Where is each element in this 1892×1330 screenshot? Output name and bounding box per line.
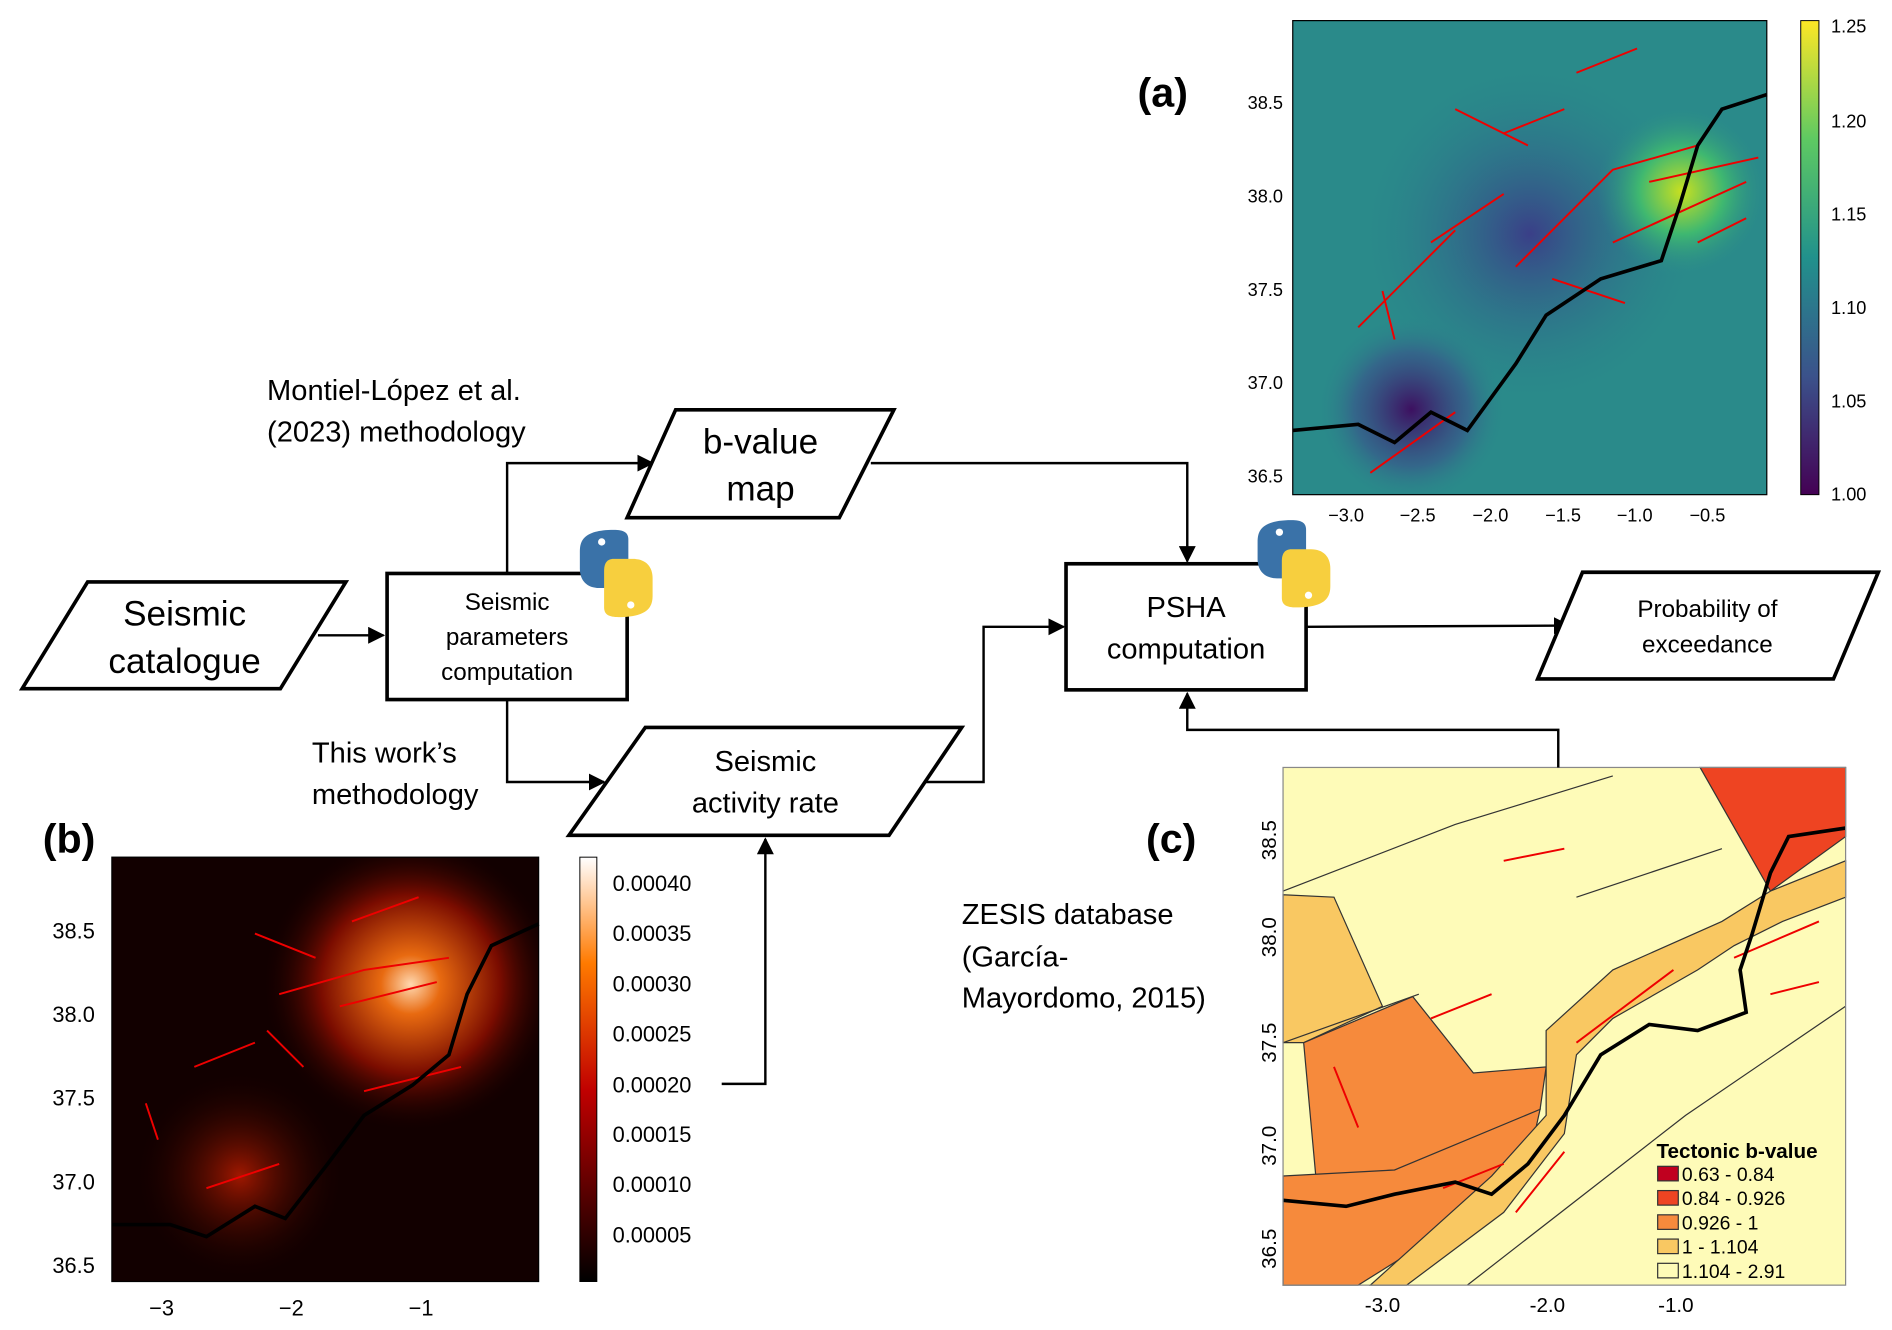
svg-text:0.00025: 0.00025 xyxy=(613,1021,692,1046)
svg-text:methodology: methodology xyxy=(312,779,479,811)
svg-text:−1.5: −1.5 xyxy=(1545,505,1581,525)
svg-text:-1.0: -1.0 xyxy=(1658,1294,1694,1317)
svg-text:ZESIS database: ZESIS database xyxy=(962,899,1174,931)
svg-text:−2.5: −2.5 xyxy=(1400,505,1436,525)
annotation-montiel: Montiel-López et al. (2023) methodology xyxy=(267,375,526,448)
legend-swatch xyxy=(1657,1189,1679,1206)
svg-text:37.5: 37.5 xyxy=(1258,1023,1281,1063)
svg-text:-2.0: -2.0 xyxy=(1530,1294,1566,1317)
svg-text:This work’s: This work’s xyxy=(312,738,457,770)
svg-text:Seismic: Seismic xyxy=(714,746,816,778)
svg-text:0.00030: 0.00030 xyxy=(613,972,692,997)
svg-text:38.0: 38.0 xyxy=(52,1002,94,1027)
panel-a-xticks: −3.0 −2.5 −2.0 −1.5 −1.0 −0.5 xyxy=(1328,505,1725,525)
node-seismic-activity-rate: Seismic activity rate xyxy=(565,725,966,838)
svg-text:computation: computation xyxy=(1107,633,1265,665)
svg-text:0.00020: 0.00020 xyxy=(613,1072,692,1097)
legend-label: 0.63 - 0.84 xyxy=(1682,1164,1775,1186)
svg-text:1.20: 1.20 xyxy=(1831,111,1866,131)
legend-swatch xyxy=(1657,1262,1679,1279)
legend-swatch xyxy=(1657,1165,1679,1182)
svg-text:0.00005: 0.00005 xyxy=(613,1223,692,1248)
svg-text:Montiel-López et al.: Montiel-López et al. xyxy=(267,375,521,407)
legend-swatch xyxy=(1657,1238,1679,1255)
svg-text:38.5: 38.5 xyxy=(1248,93,1283,113)
svg-text:Probability of: Probability of xyxy=(1637,596,1777,623)
svg-text:−2: −2 xyxy=(279,1295,304,1320)
svg-text:catalogue: catalogue xyxy=(108,642,260,681)
panel-b-colorbar xyxy=(579,856,598,1282)
legend-label: 0.926 - 1 xyxy=(1682,1212,1758,1234)
legend-label: 1.104 - 2.91 xyxy=(1682,1261,1785,1283)
svg-text:exceedance: exceedance xyxy=(1642,631,1773,658)
panel-c-label: (c) xyxy=(1146,815,1196,861)
svg-text:−0.5: −0.5 xyxy=(1689,505,1725,525)
svg-text:0.00015: 0.00015 xyxy=(613,1122,692,1147)
svg-text:38.5: 38.5 xyxy=(52,918,94,943)
panel-a-bvalue-map: −3.0 −2.5 −2.0 −1.5 −1.0 −0.5 38.5 38.0 … xyxy=(1138,17,1867,526)
svg-text:−2.0: −2.0 xyxy=(1472,505,1508,525)
connectors xyxy=(317,454,1571,1086)
svg-text:37.5: 37.5 xyxy=(52,1086,94,1111)
svg-text:computation: computation xyxy=(441,659,573,686)
svg-text:parameters: parameters xyxy=(446,624,569,651)
svg-text:map: map xyxy=(726,470,794,509)
panel-c-zesis-map: Tectonic b-value 0.63 - 0.840.84 - 0.926… xyxy=(1146,766,1847,1317)
panel-a-colorbar xyxy=(1800,20,1820,496)
svg-text:−1.0: −1.0 xyxy=(1617,505,1653,525)
svg-text:(García-: (García- xyxy=(962,941,1069,973)
svg-text:PSHA: PSHA xyxy=(1146,592,1226,624)
svg-text:0.00035: 0.00035 xyxy=(613,921,692,946)
panel-a-yticks: 38.5 38.0 37.5 37.0 36.5 xyxy=(1248,93,1283,486)
svg-text:Mayordomo, 2015): Mayordomo, 2015) xyxy=(962,983,1206,1015)
annotation-zesis: ZESIS database (García- Mayordomo, 2015) xyxy=(962,899,1206,1015)
svg-text:0.00040: 0.00040 xyxy=(613,871,692,896)
svg-text:37.0: 37.0 xyxy=(52,1169,94,1194)
svg-text:Seismic: Seismic xyxy=(465,589,550,616)
svg-text:38.0: 38.0 xyxy=(1248,186,1283,206)
svg-text:37.0: 37.0 xyxy=(1258,1126,1281,1166)
svg-text:36.5: 36.5 xyxy=(52,1253,94,1278)
svg-text:1.05: 1.05 xyxy=(1831,391,1866,411)
panel-b-label: (b) xyxy=(43,815,96,861)
panel-a-label: (a) xyxy=(1138,70,1188,116)
svg-text:-3.0: -3.0 xyxy=(1365,1294,1401,1317)
python-logo-icon xyxy=(579,529,653,618)
legend-label: 1 - 1.104 xyxy=(1682,1237,1759,1259)
svg-text:38.0: 38.0 xyxy=(1258,917,1281,957)
svg-text:−3.0: −3.0 xyxy=(1328,505,1364,525)
svg-text:(2023) methodology: (2023) methodology xyxy=(267,416,526,448)
svg-text:36.5: 36.5 xyxy=(1258,1229,1281,1269)
svg-text:38.5: 38.5 xyxy=(1258,820,1281,860)
svg-text:−1: −1 xyxy=(409,1295,434,1320)
node-bvalue-map: b-value map xyxy=(624,407,897,520)
svg-text:b-value: b-value xyxy=(703,422,818,461)
python-logo-icon xyxy=(1257,520,1331,608)
svg-text:0.00010: 0.00010 xyxy=(613,1172,692,1197)
annotation-this-work: This work’s methodology xyxy=(312,738,479,811)
panel-b-activity-map: −3 −2 −1 38.5 38.0 37.5 37.0 36.5 0.0004… xyxy=(43,815,692,1320)
panel-c-legend: Tectonic b-value 0.63 - 0.840.84 - 0.926… xyxy=(1656,1140,1817,1283)
svg-text:1.15: 1.15 xyxy=(1831,205,1866,225)
node-seismic-parameters-computation: Seismic parameters computation xyxy=(385,571,629,702)
node-seismic-catalogue: Seismic catalogue xyxy=(18,580,350,691)
svg-text:1.00: 1.00 xyxy=(1831,485,1866,505)
svg-text:1.10: 1.10 xyxy=(1831,298,1866,318)
node-probability-of-exceedance: Probability of exceedance xyxy=(1534,570,1882,681)
svg-text:37.0: 37.0 xyxy=(1248,373,1283,393)
legend-swatch xyxy=(1657,1214,1679,1230)
svg-text:37.5: 37.5 xyxy=(1248,280,1283,300)
svg-text:Seismic: Seismic xyxy=(123,595,246,634)
svg-text:activity rate: activity rate xyxy=(692,787,839,819)
svg-text:−3: −3 xyxy=(149,1295,174,1320)
node-psha-computation: PSHA computation xyxy=(1064,561,1308,692)
svg-text:Tectonic b-value: Tectonic b-value xyxy=(1656,1140,1817,1163)
svg-text:36.5: 36.5 xyxy=(1248,467,1283,487)
legend-label: 0.84 - 0.926 xyxy=(1682,1188,1785,1210)
svg-text:1.25: 1.25 xyxy=(1831,17,1866,37)
